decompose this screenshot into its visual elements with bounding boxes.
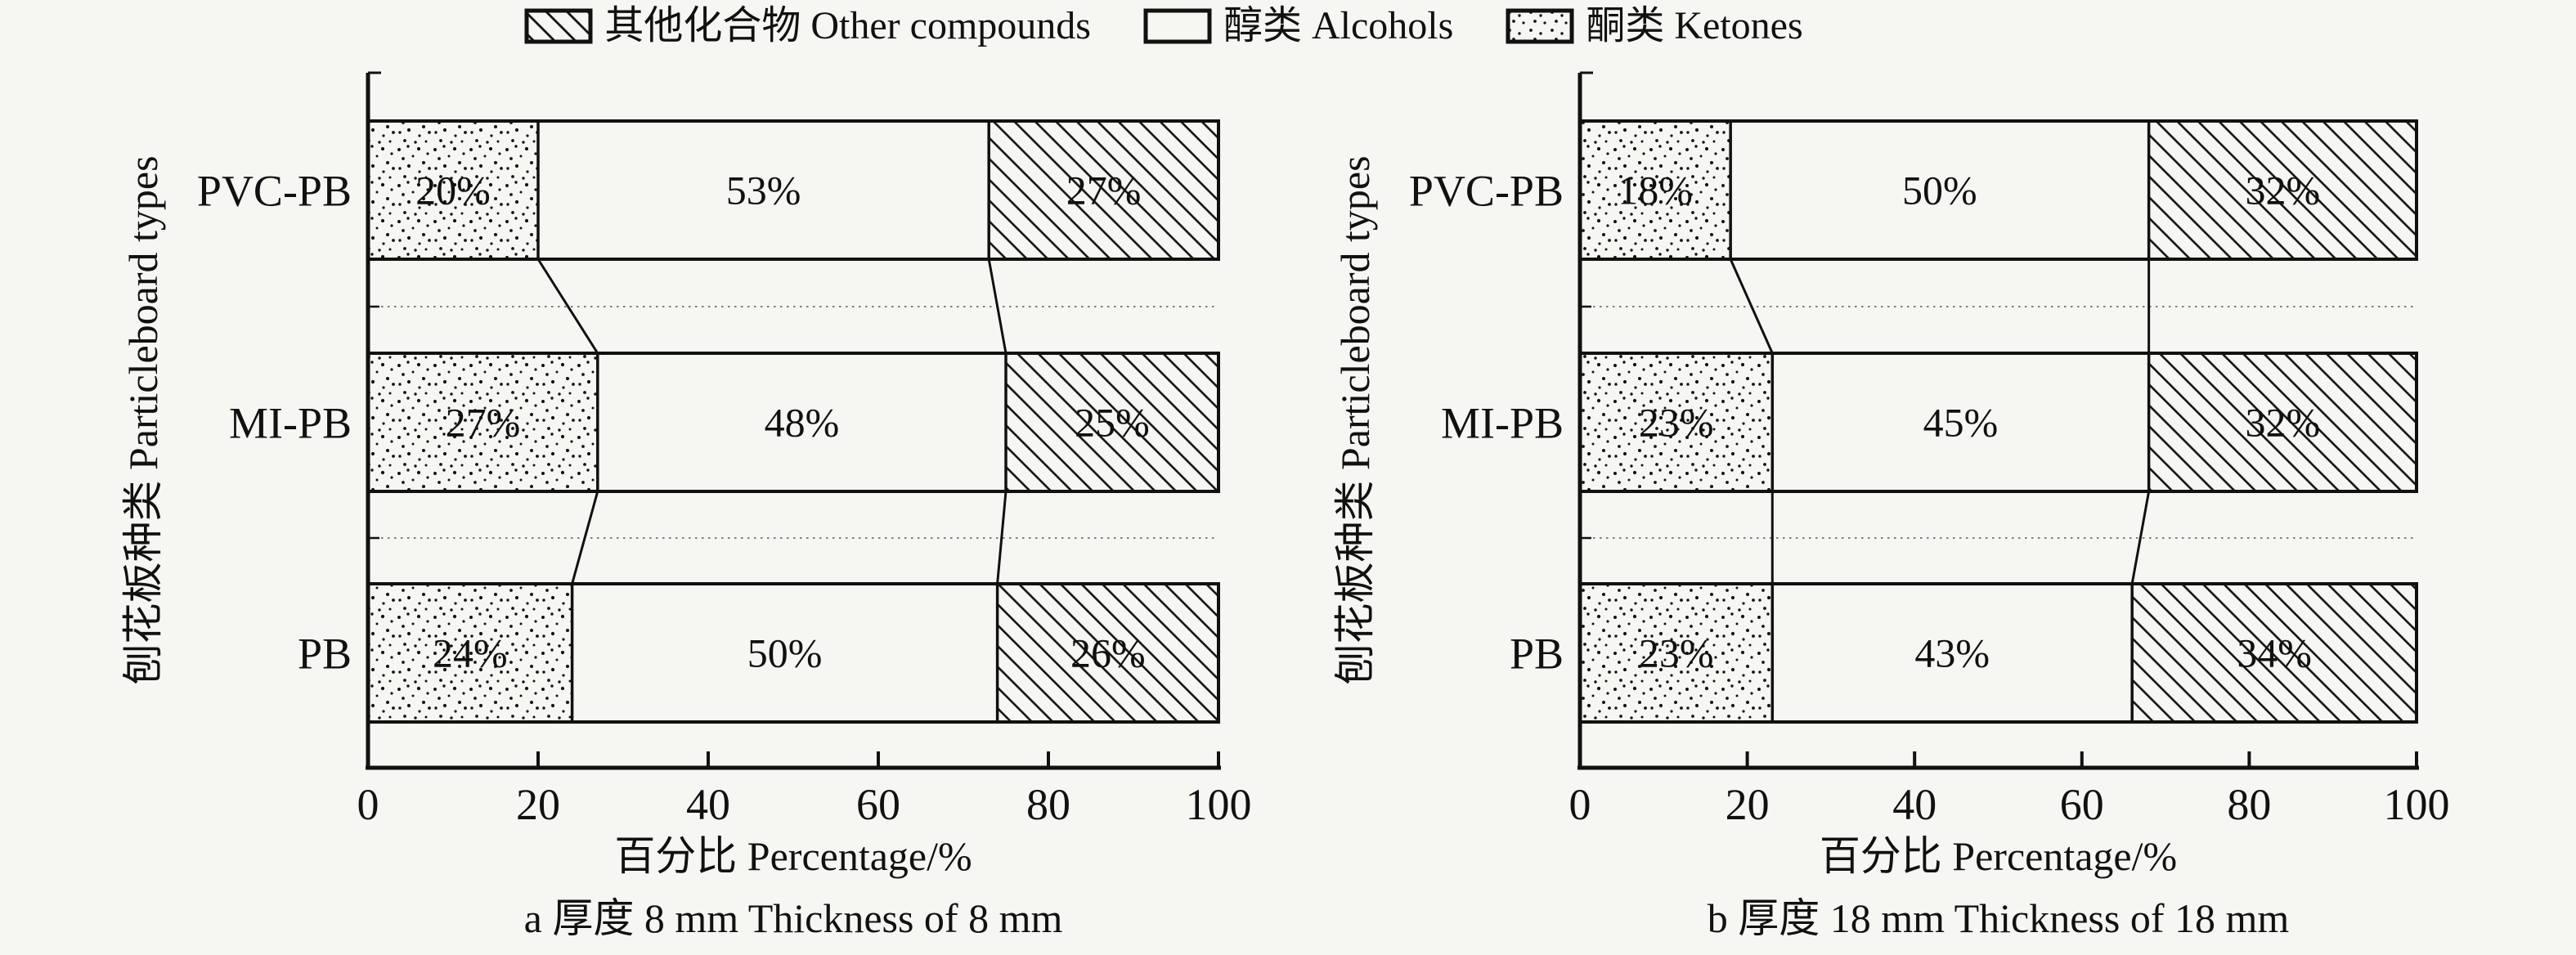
segment-label: 18% xyxy=(1618,168,1693,213)
x-tick-label: 0 xyxy=(357,780,379,829)
y-tick-label: PVC-PB xyxy=(1409,167,1564,216)
x-tick-label: 80 xyxy=(1026,780,1070,829)
y-tick-label: PVC-PB xyxy=(197,167,352,216)
connector-line xyxy=(536,258,599,354)
segment-ketones xyxy=(368,121,538,259)
segment-other xyxy=(2148,353,2417,491)
segment-label: 20% xyxy=(415,168,491,213)
segment-label: 23% xyxy=(1639,630,1714,676)
legend-label-ketones: 酮类 Ketones xyxy=(1586,4,1803,47)
x-tick-label: 60 xyxy=(856,780,900,829)
empty-swatch-icon xyxy=(1143,8,1212,44)
segment-label: 34% xyxy=(2237,630,2312,676)
segment-other xyxy=(989,121,1218,259)
chart-thickness-18mm: 18% 50% 32% PVC-PB 23% 45% 32% MI-PB 23% 43% 34% PB… xyxy=(1332,71,2450,941)
chart-caption: a 厚度 8 mm Thickness of 8 mm xyxy=(524,895,1063,941)
segment-ketones xyxy=(368,584,572,722)
legend: 其他化合物 Other compounds 醇类 Alcohols xyxy=(0,4,2452,48)
segment-label: 23% xyxy=(1639,400,1714,446)
diagonal-hatch-swatch-icon xyxy=(524,8,593,44)
legend-label-other-compounds: 其他化合物 Other compounds xyxy=(604,4,1091,47)
legend-item-other-compounds: 其他化合物 Other compounds xyxy=(524,4,1091,48)
x-tick-label: 20 xyxy=(516,780,560,829)
connector-line xyxy=(987,258,1008,354)
legend-item-alcohols: 醇类 Alcohols xyxy=(1143,4,1454,48)
bar-MI-PB: 23% 45% 32% MI-PB xyxy=(1441,352,2418,493)
chart-thickness-8mm: 20% 53% 27% PVC-PB 27% 48% 25% MI-PB 24% 50% 26% PB… xyxy=(120,71,1252,941)
bar-PB: 23% 43% 34% PB xyxy=(1510,582,2418,724)
bar-MI-PB: 27% 48% 25% MI-PB xyxy=(229,352,1220,493)
segment-ketones xyxy=(368,353,598,491)
connector-line xyxy=(1729,258,1774,354)
y-tick-label: PB xyxy=(1510,630,1564,679)
y-axis-title: 刨花板种类 Particleboard types xyxy=(1332,155,1378,684)
x-tick-label: 60 xyxy=(2060,780,2104,829)
connector-line xyxy=(571,491,599,585)
segment-label: 50% xyxy=(1902,168,1977,213)
x-axis-title: 百分比 Percentage/% xyxy=(1820,833,2177,879)
x-tick-label: 0 xyxy=(1569,780,1591,829)
x-tick-label: 40 xyxy=(1892,780,1936,829)
segment-other xyxy=(2132,584,2417,722)
x-tick-label: 40 xyxy=(686,780,730,829)
segment-label: 27% xyxy=(446,400,521,446)
x-tick-label: 80 xyxy=(2227,780,2271,829)
segment-label: 45% xyxy=(1923,400,1999,446)
y-tick-label: PB xyxy=(298,630,352,679)
segment-label: 32% xyxy=(2245,400,2320,446)
segment-other xyxy=(2148,121,2417,259)
segment-other xyxy=(1006,353,1218,491)
segment-label: 50% xyxy=(747,630,823,676)
x-tick-label: 100 xyxy=(1186,780,1252,829)
connector-line xyxy=(2130,491,2151,585)
legend-label-alcohols: 醇类 Alcohols xyxy=(1223,4,1454,47)
bar-PVC-PB: 20% 53% 27% PVC-PB xyxy=(197,119,1220,261)
y-axis-title: 刨花板种类 Particleboard types xyxy=(120,155,166,684)
segment-label: 26% xyxy=(1070,630,1146,676)
bar-PB: 24% 50% 26% PB xyxy=(298,582,1220,724)
connector-line xyxy=(996,491,1008,585)
bar-PVC-PB: 18% 50% 32% PVC-PB xyxy=(1409,119,2418,261)
segment-label: 27% xyxy=(1066,168,1142,213)
segment-ketones xyxy=(1580,121,1731,259)
dots-swatch-icon xyxy=(1506,8,1574,44)
y-tick-label: MI-PB xyxy=(1441,399,1564,448)
segment-other xyxy=(997,584,1218,722)
chart-caption: b 厚度 18 mm Thickness of 18 mm xyxy=(1708,895,2290,941)
segment-label: 48% xyxy=(765,400,840,446)
x-axis-title: 百分比 Percentage/% xyxy=(614,833,972,879)
legend-item-ketones: 酮类 Ketones xyxy=(1506,4,1803,48)
segment-label: 53% xyxy=(726,168,801,213)
segment-label: 43% xyxy=(1914,630,1990,676)
x-tick-label: 100 xyxy=(2384,780,2450,829)
segment-ketones xyxy=(1580,353,1773,491)
segment-ketones xyxy=(1580,584,1773,722)
segment-label: 24% xyxy=(433,630,508,676)
segment-label: 25% xyxy=(1075,400,1150,446)
x-tick-label: 20 xyxy=(1726,780,1770,829)
y-tick-label: MI-PB xyxy=(229,399,352,448)
segment-label: 32% xyxy=(2245,168,2320,213)
